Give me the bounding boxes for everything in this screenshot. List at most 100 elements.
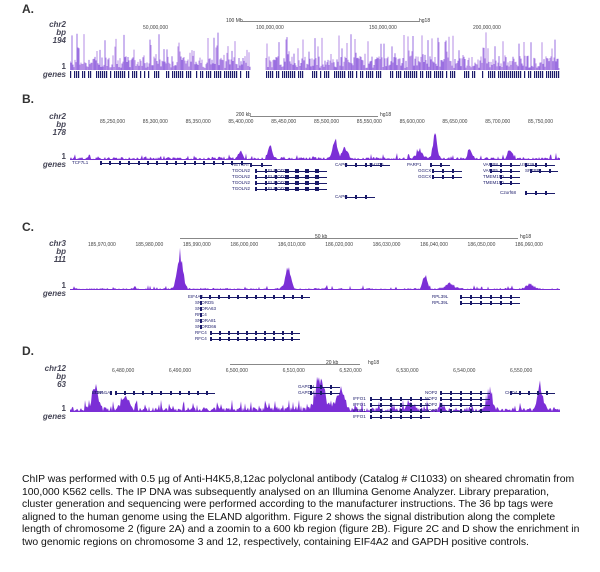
gene-mark <box>502 71 504 78</box>
exon <box>355 195 357 199</box>
exon <box>345 163 347 167</box>
tick-label: 6,550,000 <box>510 368 533 374</box>
max-value: 194 <box>52 36 66 45</box>
gene-mark <box>440 71 442 78</box>
exon <box>200 325 202 329</box>
exon <box>287 181 289 185</box>
gene-mark <box>326 71 328 78</box>
exon <box>420 415 422 419</box>
scale-bar-label: 200 kb <box>236 112 252 118</box>
gene-mark <box>554 71 556 78</box>
exon <box>370 409 372 413</box>
gene-label: NOP2 <box>425 390 438 395</box>
unit-label: bp <box>56 372 66 381</box>
exon <box>460 301 462 305</box>
gene-mark <box>268 71 270 78</box>
gene-mark <box>104 71 106 78</box>
gene-label: NOP2 <box>425 402 438 407</box>
exon <box>420 409 422 413</box>
exon <box>500 181 502 185</box>
gene-label: ELMOD3 <box>268 168 287 173</box>
exon <box>545 191 547 195</box>
signal-area <box>70 133 560 160</box>
exon <box>265 175 267 179</box>
gene-mark <box>362 71 364 78</box>
gene-label: GGCX <box>418 168 432 173</box>
exon <box>212 161 215 165</box>
min-value: 1 <box>61 281 66 290</box>
gene-mark <box>398 71 400 78</box>
exon <box>345 195 347 199</box>
exon <box>261 163 263 167</box>
exon <box>330 385 332 389</box>
exon <box>380 163 382 167</box>
gene-mark <box>284 71 286 78</box>
exon <box>307 187 309 191</box>
gene-label: SNORD5 <box>195 300 214 305</box>
tick-label: 85,600,000 <box>399 119 425 125</box>
exon <box>255 175 257 179</box>
gene-mark <box>186 71 188 78</box>
gene-mark <box>312 71 314 78</box>
gene-label: RFC4 <box>195 312 207 317</box>
gene-mark <box>288 71 290 78</box>
gene-mark <box>282 71 284 78</box>
gene-mark <box>536 71 538 78</box>
gene-mark <box>372 71 374 78</box>
tick-label: 85,350,000 <box>185 119 211 125</box>
gene-mark <box>202 71 204 78</box>
unit-label: bp <box>56 120 66 129</box>
exon <box>450 409 452 413</box>
scale-bar-label: 20 kb <box>326 360 339 366</box>
exon <box>273 331 275 335</box>
gene-mark <box>140 71 142 78</box>
exon <box>203 161 206 165</box>
min-value: 1 <box>61 404 66 413</box>
gene-model <box>440 393 490 394</box>
gene-mark <box>540 71 542 78</box>
max-value: 178 <box>52 128 66 137</box>
exon <box>500 163 502 167</box>
exon <box>196 391 199 395</box>
gene-mark <box>124 71 126 78</box>
signal-area <box>70 376 560 412</box>
exon <box>519 391 521 395</box>
exon <box>380 415 382 419</box>
exon <box>237 331 239 335</box>
gene-label: IFFO1 <box>353 414 366 419</box>
gene-mark <box>378 71 380 78</box>
exon <box>246 337 248 341</box>
exon <box>400 415 402 419</box>
scale-bar <box>230 364 360 365</box>
scale-bar <box>180 238 518 239</box>
gene-model <box>345 197 375 198</box>
gene-mark <box>324 71 326 78</box>
gene-mark <box>294 71 296 78</box>
gene-mark <box>518 71 520 78</box>
exon <box>420 397 422 401</box>
exon <box>156 161 159 165</box>
gene-mark <box>416 71 418 78</box>
exon <box>490 163 492 167</box>
gene-label: SNORA81 <box>195 318 217 323</box>
gene-label: CHD4 <box>505 390 518 395</box>
gene-mark <box>390 71 392 78</box>
gene-mark <box>208 71 210 78</box>
exon <box>432 175 434 179</box>
gene-mark <box>144 71 146 78</box>
gene-mark <box>218 71 220 78</box>
exon <box>124 391 127 395</box>
gene-mark <box>542 71 544 78</box>
exon <box>355 163 357 167</box>
gene-mark <box>376 71 378 78</box>
gene-label: GAPDH <box>298 390 315 395</box>
gene-mark <box>168 71 170 78</box>
gene-mark <box>412 71 414 78</box>
gene-mark <box>154 71 156 78</box>
gene-mark <box>286 71 288 78</box>
tick-label: 185,980,000 <box>135 242 164 248</box>
gene-mark <box>506 71 508 78</box>
exon <box>255 337 257 341</box>
scale-bar-label: 100 Mb <box>226 18 243 24</box>
gene-label: SCNN1A <box>92 390 111 395</box>
